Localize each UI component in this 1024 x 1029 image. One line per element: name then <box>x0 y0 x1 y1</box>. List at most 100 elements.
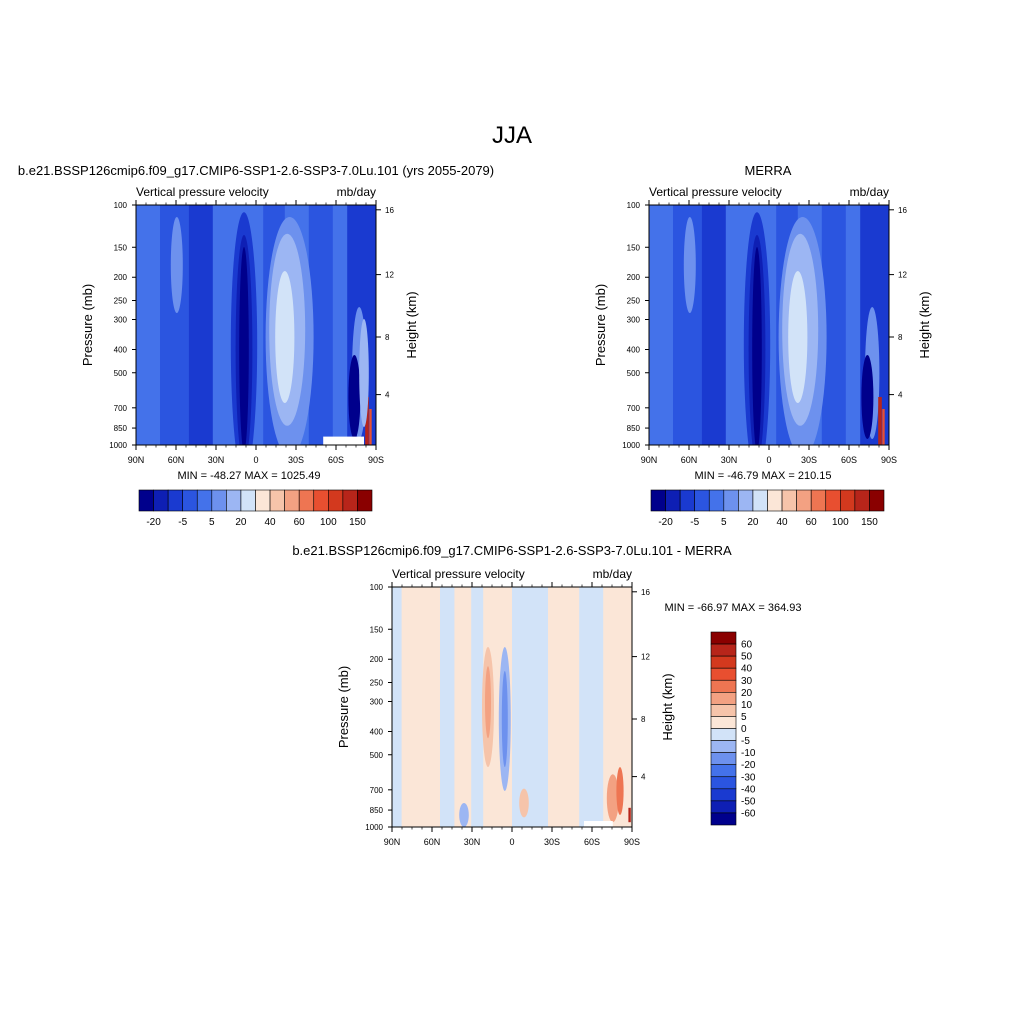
colorbar-swatch <box>710 679 737 693</box>
field-contour <box>348 355 361 439</box>
colorbar-swatch <box>854 489 870 512</box>
y-tick-label: 850 <box>370 806 384 815</box>
colorbar-swatch <box>752 489 768 512</box>
y-tick-label: 850 <box>114 424 128 433</box>
y-tick-label: 100 <box>114 201 128 210</box>
y-tick-label: 250 <box>370 679 384 688</box>
field-contour <box>882 409 885 445</box>
y-tick-label: 1000 <box>109 441 127 450</box>
colorbar-swatch <box>710 800 737 814</box>
units-label: mb/day <box>593 567 632 581</box>
colorbar-label: -5 <box>690 517 699 528</box>
colorbar-swatch <box>767 489 783 512</box>
colorbar-label: -20 <box>146 517 161 528</box>
colorbar-swatch <box>869 489 885 512</box>
field-contour <box>459 803 469 827</box>
colorbar-swatch <box>708 489 725 512</box>
y2-axis-label: Height (km) <box>917 291 932 358</box>
y-tick-label: 850 <box>627 424 641 433</box>
colorbar-label: -5 <box>741 736 750 747</box>
y2-axis-label: Height (km) <box>404 291 419 358</box>
y-tick-label: 200 <box>627 273 641 282</box>
variable-label: Vertical pressure velocity <box>649 185 782 199</box>
y-tick-label: 250 <box>627 297 641 306</box>
y-tick-label: 300 <box>627 316 641 325</box>
colorbar-swatch <box>182 489 198 512</box>
stats-label: MIN = -66.97 MAX = 364.93 <box>665 602 802 614</box>
y-axis-label: Pressure (mb) <box>593 284 608 366</box>
panel-model-field <box>136 205 376 445</box>
y-tick-label: 200 <box>370 655 384 664</box>
panel-title: MERRA <box>745 163 792 178</box>
y-tick-label: 1000 <box>622 441 640 450</box>
field-contour <box>369 409 372 445</box>
colorbar-swatch <box>328 489 344 512</box>
x-tick-label: 60N <box>424 837 441 847</box>
colorbar-swatch <box>781 489 797 512</box>
y-tick-label: 150 <box>114 243 128 252</box>
field-band <box>512 587 548 827</box>
field-band <box>579 587 604 827</box>
panel-title: b.e21.BSSP126cmip6.f09_g17.CMIP6-SSP1-2.… <box>18 163 494 178</box>
units-label: mb/day <box>850 185 889 199</box>
colorbar-swatch <box>710 667 737 681</box>
field-contour <box>752 247 762 445</box>
y-tick-label: 100 <box>627 201 641 210</box>
colorbar-swatch <box>738 489 754 512</box>
colorbar-swatch <box>269 489 285 512</box>
colorbar-swatch <box>710 655 737 669</box>
colorbar-swatch <box>226 489 242 512</box>
variable-label: Vertical pressure velocity <box>136 185 269 199</box>
y-tick-label: 700 <box>627 404 641 413</box>
colorbar-label: 150 <box>861 517 878 528</box>
colorbar-swatch <box>665 489 681 512</box>
colorbar-label: 20 <box>747 517 759 528</box>
field-contour <box>616 767 624 815</box>
y2-tick-label: 16 <box>641 588 650 597</box>
panel-model <box>132 200 381 450</box>
colorbar-swatch <box>255 489 271 512</box>
field-band <box>392 587 402 827</box>
field-contour <box>485 666 491 739</box>
field-contour <box>519 788 529 818</box>
units-label: mb/day <box>337 185 376 199</box>
x-tick-label: 60S <box>584 837 600 847</box>
variable-label: Vertical pressure velocity <box>392 567 525 581</box>
colorbar-swatch <box>357 489 373 512</box>
y2-tick-label: 12 <box>385 271 394 280</box>
panel-title: b.e21.BSSP126cmip6.f09_g17.CMIP6-SSP1-2.… <box>292 543 732 558</box>
stats-label: MIN = -48.27 MAX = 1025.49 <box>177 470 320 482</box>
colorbar-label: 5 <box>209 517 215 528</box>
colorbar-label: 10 <box>741 700 753 711</box>
field-missing <box>323 436 364 445</box>
y2-tick-label: 8 <box>385 333 390 342</box>
y-axis-label: Pressure (mb) <box>80 284 95 366</box>
colorbar-swatch <box>710 692 737 705</box>
colorbar-swatch <box>710 740 737 753</box>
colorbar-label: 20 <box>235 517 247 528</box>
field-contour <box>878 397 882 445</box>
colorbar-label: -5 <box>178 517 187 528</box>
x-tick-label: 90S <box>624 837 640 847</box>
x-tick-label: 30N <box>721 455 738 465</box>
y-tick-label: 150 <box>627 243 641 252</box>
y2-tick-label: 4 <box>898 391 903 400</box>
figure-title: JJA <box>492 122 532 149</box>
y-tick-label: 300 <box>370 698 384 707</box>
colorbar-swatch <box>840 489 856 512</box>
colorbar-swatch <box>810 489 827 512</box>
x-tick-label: 30N <box>208 455 225 465</box>
colorbar-swatch <box>710 728 737 741</box>
x-tick-label: 0 <box>253 455 258 465</box>
field-contour <box>628 807 631 823</box>
y2-tick-label: 4 <box>385 391 390 400</box>
colorbar-label: 0 <box>741 724 747 735</box>
colorbar-label: 100 <box>832 517 849 528</box>
y2-tick-label: 16 <box>898 206 907 215</box>
x-tick-label: 60S <box>328 455 344 465</box>
colorbar-swatch <box>710 643 737 657</box>
colorbar-label: 60 <box>806 517 818 528</box>
colorbar-swatch <box>679 489 695 512</box>
